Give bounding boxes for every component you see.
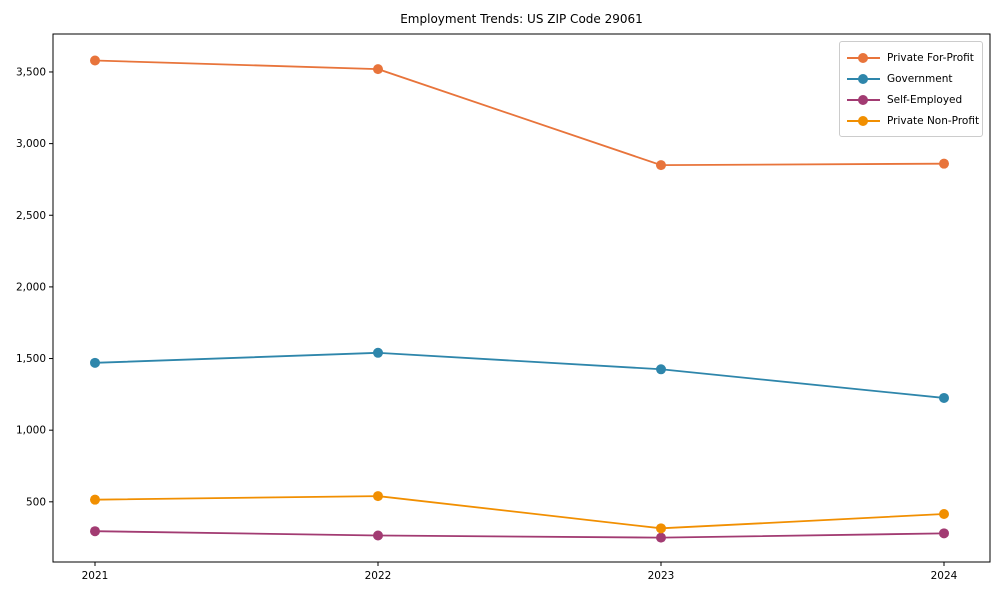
legend-item: Government: [847, 68, 974, 89]
x-axis-tick-label: 2024: [931, 570, 958, 582]
series-marker-1: [373, 347, 383, 358]
legend: Private For-Profit Government Self-Emplo…: [839, 41, 983, 137]
series-marker-1: [656, 364, 666, 375]
series-line-2: [94, 530, 945, 539]
y-axis-tick-label: 1,500: [16, 353, 46, 365]
legend-marker-icon: [847, 73, 880, 84]
series-marker-1: [939, 392, 949, 403]
y-axis-tick-label: 2,500: [16, 210, 46, 222]
y-axis-tick-label: 1,000: [16, 425, 46, 437]
series-line-1: [94, 351, 945, 399]
x-axis-tick-label: 2022: [365, 570, 392, 582]
series-line-3: [94, 495, 945, 530]
series-marker-0: [373, 64, 383, 75]
legend-item: Self-Employed: [847, 89, 974, 110]
x-axis-tick-label: 2023: [648, 570, 675, 582]
legend-label: Self-Employed: [887, 93, 963, 106]
legend-marker-icon: [847, 115, 880, 126]
series-marker-3: [90, 494, 100, 505]
series-marker-3: [373, 491, 383, 502]
series-marker-0: [656, 160, 666, 171]
series-marker-2: [373, 530, 383, 541]
series-marker-0: [90, 55, 100, 66]
legend-item: Private Non-Profit: [847, 110, 979, 131]
legend-label: Private Non-Profit: [887, 114, 980, 127]
y-axis-tick-label: 3,500: [16, 66, 46, 78]
y-axis-tick-label: 3,000: [16, 138, 46, 150]
series-marker-2: [90, 526, 100, 537]
axes-frame: [52, 33, 991, 563]
x-axis-tick-label: 2021: [82, 570, 109, 582]
series-marker-2: [656, 532, 666, 543]
legend-label: Government: [887, 72, 953, 85]
series-marker-2: [939, 528, 949, 539]
legend-item: Private For-Profit: [847, 47, 974, 68]
series-marker-0: [939, 158, 949, 169]
legend-label: Private For-Profit: [887, 51, 974, 64]
series-marker-3: [939, 509, 949, 519]
legend-marker-icon: [847, 52, 880, 63]
y-axis-tick-label: 500: [26, 496, 46, 508]
series-marker-1: [90, 357, 100, 368]
series-marker-3: [656, 523, 666, 534]
legend-marker-icon: [847, 94, 880, 105]
chart-title: Employment Trends: US ZIP Code 29061: [400, 12, 643, 26]
series-line-0: [94, 59, 945, 167]
y-axis-tick-label: 2,000: [16, 281, 46, 293]
